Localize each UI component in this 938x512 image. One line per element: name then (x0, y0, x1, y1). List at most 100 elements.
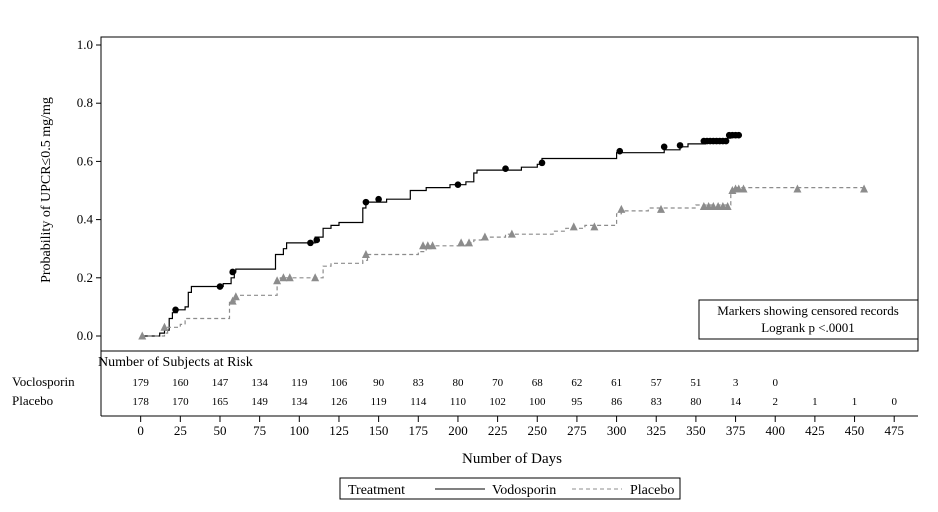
risk-value-placebo: 1 (852, 396, 858, 408)
legend-box (339, 477, 681, 500)
risk-value-placebo: 14 (730, 396, 742, 408)
x-axis: 0 25 50 75 100 125 150 175 200 225 250 275 300 325 350… (137, 416, 904, 438)
y-tick-label: 0.0 (77, 328, 93, 343)
censor-marker-placebo (617, 204, 626, 213)
risk-values: 179 160 147 134 119 106 90 83 80 70 68 62 61 57 51 3 0 17… (132, 377, 897, 408)
risk-value-placebo: 83 (651, 396, 663, 408)
x-tick-label: 0 (137, 423, 144, 438)
annotation-box (698, 299, 919, 340)
legend-label-placebo: Placebo (630, 483, 674, 498)
y-tick-label: 0.4 (77, 212, 94, 227)
series-layer (138, 131, 869, 340)
y-tick-label: 0.6 (77, 153, 94, 168)
censor-marker-placebo (231, 292, 240, 301)
risk-value-voclosporin: 0 (772, 377, 778, 389)
risk-value-placebo: 134 (291, 396, 308, 408)
censor-marker-vodosporin (722, 137, 730, 145)
censor-marker-vodosporin (362, 198, 370, 206)
censor-marker-vodosporin (172, 306, 179, 314)
risk-value-placebo: 95 (571, 396, 583, 408)
censor-marker-vodosporin (375, 195, 382, 203)
x-tick-label: 225 (488, 423, 508, 438)
censor-marker-vodosporin (229, 268, 236, 276)
plot-frame (100, 36, 919, 352)
censor-marker-placebo (657, 204, 666, 213)
x-tick-label: 275 (567, 423, 587, 438)
censor-marker-vodosporin (616, 147, 624, 155)
censor-marker-placebo (138, 331, 147, 340)
legend-label-vodosporin: Vodosporin (492, 483, 556, 498)
risk-value-placebo: 119 (371, 396, 388, 408)
x-tick-label: 100 (290, 423, 310, 438)
censor-marker-vodosporin (660, 143, 668, 151)
risk-value-voclosporin: 179 (132, 377, 149, 389)
risk-value-placebo: 149 (251, 396, 268, 408)
risk-value-voclosporin: 68 (532, 377, 544, 389)
censor-marker-placebo (361, 250, 370, 259)
risk-value-placebo: 114 (410, 396, 427, 408)
censor-marker-placebo (793, 184, 802, 193)
x-tick-label: 325 (646, 423, 666, 438)
x-tick-label: 175 (409, 423, 429, 438)
censor-marker-placebo (285, 273, 294, 282)
risk-row-label-voclosporin: Voclosporin (12, 374, 75, 389)
risk-value-voclosporin: 83 (413, 377, 425, 389)
risk-value-voclosporin: 134 (251, 377, 268, 389)
risk-value-voclosporin: 62 (571, 377, 582, 389)
censor-marker-vodosporin (307, 239, 314, 247)
risk-value-placebo: 165 (212, 396, 229, 408)
risk-value-placebo: 80 (690, 396, 702, 408)
risk-value-voclosporin: 119 (291, 377, 308, 389)
censor-marker-placebo (273, 276, 282, 285)
risk-value-voclosporin: 106 (331, 377, 348, 389)
risk-table-title: Number of Subjects at Risk (98, 355, 253, 370)
y-tick-label: 1.0 (77, 37, 93, 52)
x-axis-label: Number of Days (462, 451, 562, 467)
censor-marker-vodosporin (454, 181, 462, 188)
x-tick-label: 300 (607, 423, 627, 438)
risk-value-placebo: 1 (812, 396, 818, 408)
censor-marker-placebo (569, 222, 578, 231)
x-tick-label: 375 (726, 423, 746, 438)
x-tick-label: 150 (369, 423, 389, 438)
risk-value-voclosporin: 3 (733, 377, 739, 389)
risk-value-placebo: 100 (529, 396, 546, 408)
censor-marker-placebo (428, 241, 437, 250)
risk-value-voclosporin: 61 (611, 377, 622, 389)
censor-marker-placebo (228, 296, 237, 305)
censor-marker-placebo (465, 238, 474, 247)
censor-marker-placebo (723, 202, 732, 211)
risk-value-voclosporin: 90 (373, 377, 385, 389)
censor-marker-vodosporin (502, 165, 509, 172)
censor-marker-placebo (739, 184, 748, 193)
risk-value-placebo: 170 (172, 396, 189, 408)
censor-marker-vodosporin (735, 131, 743, 139)
x-tick-label: 75 (253, 423, 266, 438)
x-tick-label: 25 (174, 423, 187, 438)
censor-marker-placebo (590, 222, 599, 231)
x-tick-label: 50 (213, 423, 226, 438)
risk-value-voclosporin: 70 (492, 377, 504, 389)
x-tick-label: 125 (329, 423, 349, 438)
x-tick-label: 475 (884, 423, 904, 438)
x-tick-label: 350 (686, 423, 706, 438)
risk-value-placebo: 0 (891, 396, 897, 408)
risk-value-placebo: 86 (611, 396, 623, 408)
risk-value-placebo: 110 (450, 396, 467, 408)
censor-marker-placebo (457, 238, 466, 247)
censor-marker-vodosporin (538, 159, 546, 167)
x-tick-label: 200 (448, 423, 468, 438)
censor-marker-vodosporin (313, 236, 321, 244)
risk-value-voclosporin: 160 (172, 377, 189, 389)
risk-value-voclosporin: 147 (212, 377, 229, 389)
series-line-placebo (140, 187, 863, 337)
y-axis: 0.0 0.2 0.4 0.6 0.8 1.0 (77, 37, 101, 343)
risk-value-voclosporin: 57 (651, 377, 663, 389)
y-axis-label: Probability of UPCR≤0.5 mg/mg (39, 97, 54, 283)
risk-value-voclosporin: 80 (452, 377, 464, 389)
risk-value-placebo: 178 (132, 396, 149, 408)
censor-marker-vodosporin (216, 283, 224, 290)
y-tick-label: 0.8 (77, 95, 93, 110)
censor-marker-placebo (311, 273, 320, 282)
